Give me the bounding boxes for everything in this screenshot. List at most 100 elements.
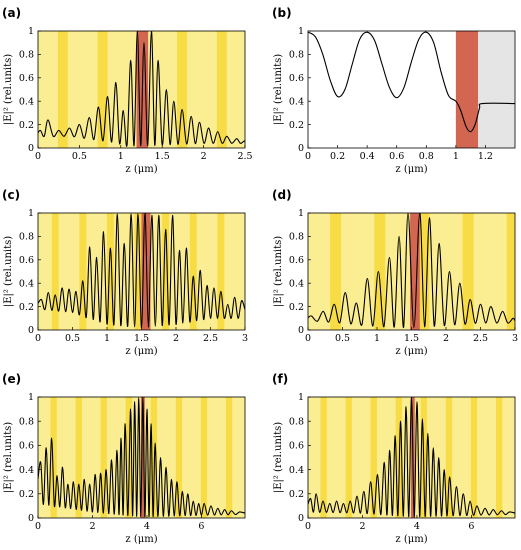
y-tick-label: 0.2 <box>289 302 304 313</box>
y-tick-label: 0 <box>28 325 34 336</box>
y-tick-label: 0.2 <box>19 302 34 313</box>
x-axis-label: z (μm) <box>395 534 427 545</box>
x-tick-label: 2.5 <box>237 151 252 162</box>
x-tick-label: 2.5 <box>473 333 488 344</box>
layer-stripe <box>395 397 402 518</box>
layer-stripe <box>470 397 478 518</box>
y-axis-label: |E|² (rel.units) <box>273 422 284 493</box>
layer-stripe <box>175 397 183 518</box>
y-tick-label: 1 <box>28 392 34 403</box>
x-tick-label: 0.5 <box>65 333 80 344</box>
x-tick-label: 6 <box>198 521 204 532</box>
x-axis-label: z (μm) <box>125 346 157 357</box>
panel-label: (c) <box>2 188 20 202</box>
plot-area <box>38 31 245 148</box>
axes-frame <box>37 30 246 149</box>
x-tick-label: 1.5 <box>404 333 419 344</box>
y-tick-label: 0.8 <box>19 50 34 61</box>
y-axis-label: |E|² (rel.units) <box>3 236 14 307</box>
y-tick-label: 0.6 <box>289 255 304 266</box>
y-tick-label: 0.2 <box>289 489 304 500</box>
plot-area <box>308 31 515 148</box>
y-tick-label: 0.8 <box>289 416 304 427</box>
x-axis-label: z (μm) <box>395 346 427 357</box>
highlight-layer <box>455 31 479 148</box>
x-tick-label: 3 <box>242 333 248 344</box>
plot-area <box>38 397 245 518</box>
layer-stripe <box>495 397 503 518</box>
y-tick-label: 0 <box>28 143 34 154</box>
layer-stripe <box>345 397 352 518</box>
x-tick-label: 0 <box>35 333 41 344</box>
y-tick-label: 0.4 <box>289 278 304 289</box>
panel-label: (b) <box>272 6 292 20</box>
layer-stripe <box>79 213 87 330</box>
layer-stripe <box>374 213 386 330</box>
y-tick-label: 0 <box>298 325 304 336</box>
layer-stripe <box>506 213 515 330</box>
layer-stripe <box>216 31 227 148</box>
y-tick-label: 0.6 <box>289 73 304 84</box>
axes-frame <box>307 396 516 519</box>
y-tick-label: 1 <box>28 208 34 219</box>
chart-panel-2: 0 0.2 0.4 0.6 0.8 1 1.2 0 0.2 0.4 0.6 0.8 1 z (μm) |E|… <box>272 6 516 175</box>
layer-stripe <box>75 397 82 518</box>
field-intensity-curve <box>308 31 515 133</box>
x-tick-label: 0.4 <box>360 151 375 162</box>
highlight-layer <box>140 397 145 518</box>
x-tick-label: 2.5 <box>203 333 218 344</box>
layer-stripe <box>50 397 57 518</box>
y-axis-label: |E|² (rel.units) <box>273 236 284 307</box>
axes-frame <box>37 396 246 519</box>
x-tick-label: 0.8 <box>419 151 434 162</box>
layer-stripe <box>445 397 453 518</box>
y-tick-label: 0.8 <box>289 50 304 61</box>
layer-stripe <box>51 213 59 330</box>
x-tick-label: 2 <box>201 151 207 162</box>
field-intensity-curve <box>308 213 515 329</box>
layer-stripe <box>100 397 107 518</box>
x-tick-label: 1 <box>374 333 380 344</box>
layer-stripe <box>134 213 142 330</box>
y-tick-label: 0.2 <box>289 120 304 131</box>
x-tick-label: 2 <box>359 521 365 532</box>
y-tick-label: 0.2 <box>19 489 34 500</box>
axes-frame <box>307 30 516 149</box>
x-tick-label: 4 <box>414 521 420 532</box>
y-tick-label: 0.8 <box>19 232 34 243</box>
chart-panel-3: 0 0.5 1 1.5 2 2.5 3 0 0.2 0.4 0.6 0.8 1 z (μm) |E|² (r… <box>2 188 248 357</box>
x-tick-label: 0.5 <box>335 333 350 344</box>
y-tick-label: 1 <box>298 26 304 37</box>
layer-stripe <box>177 31 188 148</box>
plot-area <box>308 213 515 330</box>
x-tick-label: 1.5 <box>134 333 149 344</box>
panel-label: (e) <box>2 372 21 386</box>
y-tick-label: 0.6 <box>19 441 34 452</box>
y-tick-label: 1 <box>298 392 304 403</box>
x-tick-label: 0 <box>35 151 41 162</box>
x-tick-label: 0.5 <box>72 151 87 162</box>
panel-label: (a) <box>2 6 21 20</box>
y-axis-label: |E|² (rel.units) <box>3 422 14 493</box>
y-tick-label: 0.4 <box>19 465 34 476</box>
x-axis-label: z (μm) <box>125 534 157 545</box>
panel-label: (d) <box>272 188 292 202</box>
y-tick-label: 0.8 <box>19 416 34 427</box>
x-axis-label: z (μm) <box>125 164 157 175</box>
x-tick-label: 0.6 <box>389 151 404 162</box>
layer-stripe <box>330 213 342 330</box>
layer-stripe <box>162 213 170 330</box>
y-tick-label: 0.4 <box>289 465 304 476</box>
layer-stripe <box>150 397 158 518</box>
highlight-layer <box>410 213 420 330</box>
y-tick-label: 0.6 <box>19 73 34 84</box>
field-intensity-curve <box>308 397 515 518</box>
y-tick-label: 0.6 <box>19 255 34 266</box>
x-tick-label: 2 <box>443 333 449 344</box>
plot-area <box>308 397 515 518</box>
chart-panel-1: 0 0.5 1 1.5 2 2.500.20.40.60.81z (μm)|E|² (re… <box>2 6 253 175</box>
layer-stripe <box>107 213 114 330</box>
y-tick-label: 0 <box>298 143 304 154</box>
layer-stripe <box>418 213 430 330</box>
